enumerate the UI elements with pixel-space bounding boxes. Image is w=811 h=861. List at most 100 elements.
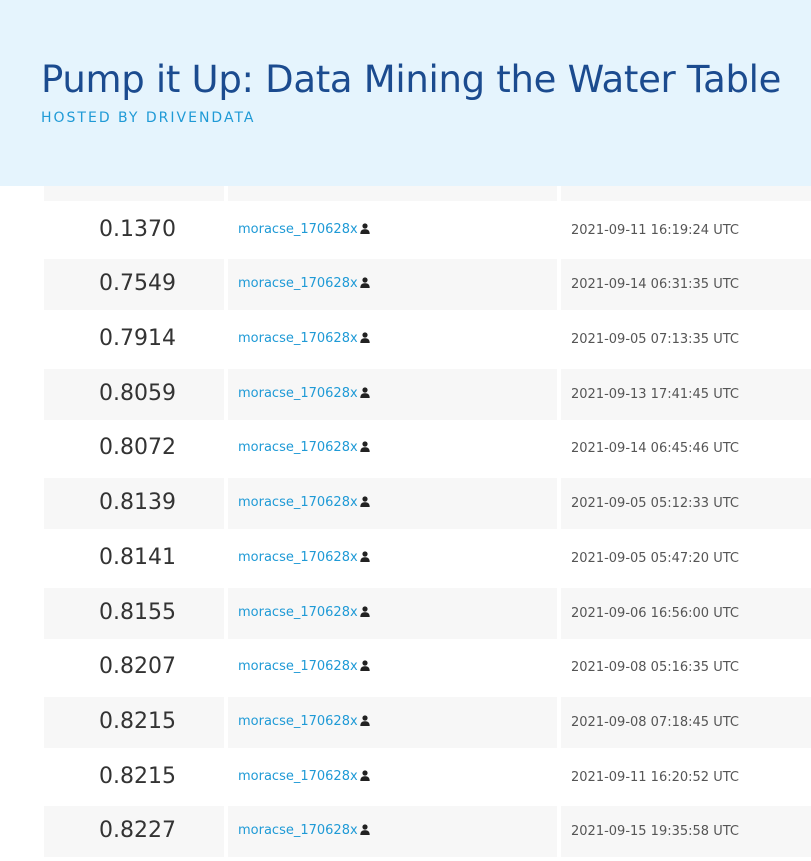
score-cell: 0.8155: [44, 587, 224, 639]
timestamp: 2021-09-05 05:12:33 UTC: [571, 496, 739, 512]
user-name: moracse_170628x: [238, 549, 358, 565]
user-icon: [359, 441, 370, 456]
timestamp-cell: 2021-09-08 07:18:45 UTC: [561, 696, 811, 748]
timestamp: 2021-09-15 19:35:58 UTC: [571, 824, 739, 840]
user-icon: [359, 223, 370, 238]
user-cell: moracse_170628x: [228, 423, 557, 474]
user-icon: [359, 551, 370, 566]
user-name: moracse_170628x: [238, 768, 358, 784]
timestamp: 2021-09-11 16:19:24 UTC: [571, 222, 739, 238]
user-cell: moracse_170628x: [228, 642, 557, 693]
score-cell: 0.8059: [44, 368, 224, 420]
user-icon: [359, 496, 370, 511]
user-link[interactable]: moracse_170628x: [238, 222, 370, 238]
score-value: 0.8155: [99, 599, 176, 625]
table-row: 0.8227 moracse_170628x 2021-09-15 19:35:58…: [44, 806, 811, 861]
table-row: 0.1370 moracse_170628x 2021-09-11 16:19:24…: [44, 205, 811, 260]
timestamp-cell: 2021-09-08 05:16:35 UTC: [561, 642, 811, 693]
user-icon: [359, 332, 370, 347]
timestamp-cell: 2021-09-06 16:56:00 UTC: [561, 587, 811, 639]
timestamp-cell: 2021-09-05 05:47:20 UTC: [561, 533, 811, 584]
timestamp-cell: 2021-09-05 05:12:33 UTC: [561, 478, 811, 530]
user-cell: moracse_170628x: [228, 368, 557, 420]
user-cell: moracse_170628x: [228, 533, 557, 584]
table-row: 0.7914 moracse_170628x 2021-09-05 07:13:35…: [44, 314, 811, 369]
user-cell: moracse_170628x: [228, 478, 557, 530]
user-name: moracse_170628x: [238, 604, 358, 620]
user-icon: [359, 769, 370, 785]
table-row: 0.8141 moracse_170628x 2021-09-05 05:47:20…: [44, 533, 811, 588]
timestamp-cell: 2021-09-14 06:45:46 UTC: [561, 423, 811, 474]
timestamp: 2021-09-05 05:47:20 UTC: [571, 550, 739, 566]
timestamp-cell: 2021-09-15 19:35:58 UTC: [561, 806, 811, 858]
user-icon: [359, 715, 370, 730]
score-value: 0.8141: [99, 544, 176, 570]
score-value: 0.7914: [99, 326, 176, 352]
timestamp: 2021-09-14 06:31:35 UTC: [571, 277, 739, 293]
score-value: 0.7549: [99, 271, 176, 297]
user-name: moracse_170628x: [238, 276, 358, 292]
table-row: 0.8215 moracse_170628x 2021-09-08 07:18:45…: [44, 696, 811, 752]
score-value: 0.8215: [99, 763, 176, 789]
score-value: 0.8207: [99, 654, 176, 680]
user-link[interactable]: moracse_170628x: [238, 659, 370, 675]
user-link[interactable]: moracse_170628x: [238, 769, 370, 785]
user-name: moracse_170628x: [238, 221, 358, 237]
timestamp-cell: 2021-09-13 17:41:45 UTC: [561, 368, 811, 420]
user-link[interactable]: moracse_170628x: [238, 276, 370, 292]
score-cell: 0.8139: [44, 478, 224, 530]
user-cell: moracse_170628x: [228, 314, 557, 365]
table-row: 0.7549 moracse_170628x 2021-09-14 06:31:35…: [44, 259, 811, 314]
timestamp: 2021-09-11 16:20:52 UTC: [571, 769, 739, 785]
user-cell: moracse_170628x: [228, 205, 557, 256]
score-value: 0.8139: [99, 490, 176, 516]
user-link[interactable]: moracse_170628x: [238, 823, 370, 839]
score-cell: 0.8215: [44, 752, 224, 803]
user-cell: moracse_170628x: [228, 752, 557, 803]
score-value: 0.8072: [99, 435, 176, 461]
timestamp: 2021-09-05 07:13:35 UTC: [571, 332, 739, 348]
user-link[interactable]: moracse_170628x: [238, 714, 370, 730]
user-name: moracse_170628x: [238, 823, 358, 839]
score-cell: 0.8141: [44, 533, 224, 584]
timestamp: 2021-09-06 16:56:00 UTC: [571, 605, 739, 621]
timestamp: 2021-09-08 05:16:35 UTC: [571, 660, 739, 676]
user-link[interactable]: moracse_170628x: [238, 605, 370, 621]
table-row: 0.8155 moracse_170628x 2021-09-06 16:56:00…: [44, 587, 811, 643]
timestamp-cell: 2021-09-14 06:31:35 UTC: [561, 259, 811, 311]
score-value: 0.8227: [99, 818, 176, 844]
user-cell: moracse_170628x: [228, 259, 557, 311]
timestamp-cell: 2021-09-11 16:20:52 UTC: [561, 752, 811, 803]
user-name: moracse_170628x: [238, 385, 358, 401]
user-link[interactable]: moracse_170628x: [238, 331, 370, 347]
user-link[interactable]: moracse_170628x: [238, 495, 370, 511]
page-subtitle: HOSTED BY DRIVENDATA: [41, 110, 256, 126]
page-title: Pump it Up: Data Mining the Water Table: [41, 58, 782, 101]
score-value: 0.8059: [99, 380, 176, 406]
user-cell: moracse_170628x: [228, 587, 557, 639]
table-row: 0.8215 moracse_170628x 2021-09-11 16:20:52…: [44, 752, 811, 807]
timestamp: 2021-09-08 07:18:45 UTC: [571, 714, 739, 730]
user-icon: [359, 660, 370, 675]
timestamp-cell: 2021-09-11 16:19:24 UTC: [561, 205, 811, 256]
score-value: 0.8215: [99, 708, 176, 734]
score-value: 0.1370: [99, 216, 176, 242]
user-icon: [359, 387, 370, 402]
user-icon: [359, 824, 370, 839]
user-cell: moracse_170628x: [228, 696, 557, 748]
score-cell: 0.1370: [44, 205, 224, 256]
user-link[interactable]: moracse_170628x: [238, 386, 370, 402]
score-cell: 0.7914: [44, 314, 224, 365]
page-header: Pump it Up: Data Mining the Water Table …: [0, 0, 811, 186]
score-cell: 0.8215: [44, 696, 224, 748]
score-cell: 0.8207: [44, 642, 224, 693]
user-name: moracse_170628x: [238, 713, 358, 729]
table-row: 0.8139 moracse_170628x 2021-09-05 05:12:33…: [44, 478, 811, 533]
user-icon: [359, 605, 370, 621]
user-link[interactable]: moracse_170628x: [238, 440, 370, 456]
score-cell: 0.8227: [44, 806, 224, 858]
timestamp-cell: 2021-09-05 07:13:35 UTC: [561, 314, 811, 365]
table-row: 0.8072 moracse_170628x 2021-09-14 06:45:46…: [44, 423, 811, 478]
timestamp: 2021-09-14 06:45:46 UTC: [571, 441, 739, 457]
user-link[interactable]: moracse_170628x: [238, 550, 370, 566]
